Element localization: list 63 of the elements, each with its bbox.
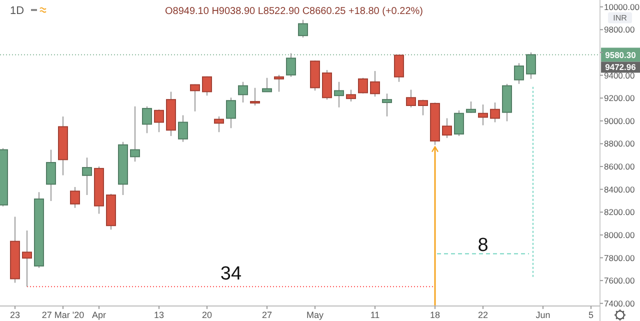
annotation: 34 bbox=[220, 264, 242, 285]
candlestick bbox=[70, 186, 80, 208]
candlestick bbox=[466, 101, 476, 114]
candlestick bbox=[214, 116, 224, 133]
x-tick-label: 18 bbox=[430, 310, 440, 320]
ref-line-label: 9580.30 bbox=[605, 50, 636, 60]
candlestick bbox=[382, 93, 392, 117]
candlestick bbox=[82, 157, 92, 196]
candlestick bbox=[394, 54, 404, 82]
x-tick-label: 22 bbox=[478, 310, 488, 320]
candlestick bbox=[358, 77, 368, 94]
x-tick-label: Jun bbox=[536, 310, 550, 320]
x-tick-label: May bbox=[306, 310, 324, 320]
x-tick-label: Apr bbox=[92, 310, 106, 320]
x-tick-label: 11 bbox=[370, 310, 380, 320]
y-tick-label: 8400.00 bbox=[604, 184, 635, 194]
y-tick-label: 9200.00 bbox=[604, 93, 635, 104]
candlestick bbox=[490, 102, 500, 123]
y-tick-label: 9800.00 bbox=[604, 24, 635, 35]
candlestick bbox=[190, 84, 200, 112]
candlestick bbox=[334, 81, 344, 108]
candlestick bbox=[202, 76, 212, 96]
candlestick bbox=[442, 118, 452, 138]
candlestick bbox=[154, 108, 164, 133]
candlestick bbox=[418, 99, 428, 116]
candlestick bbox=[406, 89, 416, 108]
chart-title: 1D bbox=[10, 5, 24, 17]
candlestick bbox=[454, 110, 464, 136]
y-tick-label: 8200.00 bbox=[604, 207, 635, 218]
candlestick bbox=[22, 230, 32, 288]
text: O8949.10 H9038.90 L8522.90 C8660.25 +18.80 (+0.22%) bbox=[165, 6, 423, 17]
candlestick bbox=[274, 74, 284, 92]
y-tick-label: 8600.00 bbox=[604, 162, 635, 172]
x-tick-label: 13 bbox=[154, 310, 164, 320]
candlestick bbox=[142, 106, 152, 134]
candlestick bbox=[250, 87, 260, 106]
x-tick-label: 20 bbox=[202, 310, 212, 320]
candlestick bbox=[46, 149, 56, 202]
candlestick bbox=[130, 106, 140, 162]
candlestick bbox=[226, 97, 236, 129]
candlestick bbox=[178, 114, 188, 142]
x-tick-label: 23 bbox=[10, 310, 20, 320]
x-tick-label: 27 bbox=[262, 310, 272, 320]
y-tick-label: 7800.00 bbox=[604, 252, 635, 263]
candlestick bbox=[346, 89, 356, 102]
y-tick-label: 9400.00 bbox=[604, 70, 635, 80]
text: 9472.96 bbox=[605, 62, 636, 72]
y-tick-label: 10000.00 bbox=[604, 2, 640, 12]
annotation: 8 bbox=[478, 234, 488, 256]
y-tick-label: 7600.00 bbox=[604, 276, 635, 286]
y-tick-label: 7400.00 bbox=[604, 298, 635, 308]
candlestick bbox=[478, 104, 488, 126]
candlestick bbox=[298, 19, 308, 38]
candlestick bbox=[514, 62, 524, 84]
candlestick bbox=[262, 77, 272, 92]
candlestick bbox=[370, 70, 380, 98]
x-tick-label: 5 bbox=[588, 310, 594, 320]
y-tick-label: 8000.00 bbox=[604, 230, 635, 240]
y-axis-title: INR bbox=[613, 14, 628, 23]
y-tick-label: 9000.00 bbox=[604, 116, 635, 126]
x-tick-label: 27 Mar '20 bbox=[42, 310, 84, 320]
y-tick-label: 8800.00 bbox=[604, 138, 635, 149]
candlestick bbox=[238, 81, 248, 104]
